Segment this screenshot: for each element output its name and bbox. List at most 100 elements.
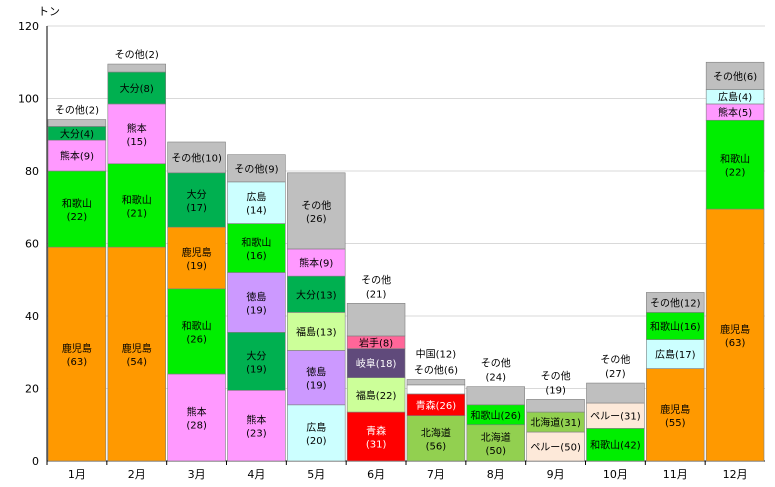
segment-label: 和歌山 [182, 319, 212, 332]
segment-label: (63) [725, 338, 746, 349]
bar-segment [167, 373, 226, 462]
x-category-label: 11月 [663, 468, 688, 481]
segment-label: (17) [186, 203, 207, 214]
bar-segment [466, 424, 525, 462]
bar-segment [47, 246, 107, 462]
segment-label-outside: その他(6) [414, 363, 458, 376]
segment-label: 和歌山 [241, 236, 271, 249]
segment-label: 鹿児島 [720, 323, 750, 336]
segment-label: (15) [126, 137, 147, 148]
bar-segment [346, 411, 406, 462]
segment-label: その他(12) [650, 296, 701, 309]
bar-segment [167, 141, 226, 174]
segment-label: (26) [186, 334, 207, 345]
bar-segment [107, 71, 166, 105]
bar-segment [406, 379, 466, 386]
segment-label: 青森 [366, 425, 386, 438]
bar-segment [586, 428, 645, 462]
segment-label-outside: その他 [600, 353, 630, 366]
bar-segment [287, 275, 346, 313]
bar-segment [167, 288, 226, 375]
segment-label: ペルー(31) [590, 412, 641, 423]
segment-label: 熊本(5) [718, 106, 752, 119]
y-tick-label: 100 [18, 93, 39, 106]
segment-label: (22) [67, 212, 88, 223]
y-tick-label: 40 [25, 310, 39, 323]
bar-segment [466, 386, 525, 406]
segment-label: (22) [725, 168, 746, 179]
bar-segment [107, 246, 166, 462]
segment-label-outside: 中国(12) [416, 347, 457, 360]
bar-segment [287, 312, 346, 351]
segment-label: 熊本 [127, 122, 147, 135]
segment-label: 北海道 [481, 431, 511, 444]
bar-segment [227, 181, 286, 224]
segment-label: 和歌山(26) [470, 409, 521, 422]
segment-label: 熊本(9) [60, 150, 94, 163]
x-category-label: 1月 [68, 468, 86, 481]
bar-segment [47, 170, 107, 248]
segment-label: 和歌山 [720, 153, 750, 166]
x-category-label: 12月 [723, 468, 748, 481]
segment-label: 岐阜(18) [356, 357, 397, 370]
segment-label-outside: その他 [541, 369, 571, 382]
segment-label: (21) [126, 208, 147, 219]
bar-segment [646, 368, 705, 462]
bar-segment [646, 292, 705, 313]
bar-segment [287, 350, 346, 406]
segment-label: (19) [246, 305, 267, 316]
segment-label: 大分 [246, 349, 266, 362]
segment-label: 大分 [187, 188, 207, 201]
y-tick-label: 60 [25, 238, 39, 251]
segment-label: 鹿児島 [660, 403, 690, 416]
segment-label: 広島(4) [718, 91, 752, 104]
x-category-label: 6月 [367, 468, 385, 481]
bar-segment [107, 103, 166, 165]
bar-segment [227, 272, 286, 333]
segment-label: 和歌山(42) [590, 439, 641, 452]
y-tick-label: 120 [18, 20, 39, 33]
segment-label: (19) [246, 364, 267, 375]
y-tick-label: 0 [32, 455, 39, 468]
segment-label: 熊本 [246, 414, 266, 427]
segment-label: 鹿児島 [62, 342, 92, 355]
segment-label: (28) [186, 421, 207, 432]
bar-segment [47, 119, 107, 127]
segment-label: (19) [186, 261, 207, 272]
bar-segment [167, 226, 226, 290]
bar-segment [646, 339, 705, 369]
segment-label: ペルー(50) [530, 443, 581, 454]
bar-segment [586, 382, 645, 404]
segment-label: 徳島 [306, 366, 326, 379]
segment-label: (54) [126, 357, 147, 368]
segment-label: (63) [67, 357, 88, 368]
x-category-label: 9月 [547, 468, 565, 481]
segment-label-outside: (19) [545, 385, 566, 396]
segment-label: (19) [306, 381, 327, 392]
segment-label: 青森(26) [416, 399, 457, 412]
bar-segment [287, 404, 346, 462]
segment-label: その他(6) [713, 70, 757, 83]
segment-label: (31) [366, 440, 387, 451]
segment-label: 広島 [246, 191, 266, 204]
bar-segment [646, 312, 705, 340]
bar-segment [586, 402, 645, 429]
x-category-label: 8月 [487, 468, 505, 481]
bar-segment [107, 163, 166, 248]
segment-label: 福島(22) [356, 389, 397, 402]
segment-label-outside: (24) [485, 373, 506, 384]
bar-segment [227, 332, 286, 391]
bar-segment [227, 390, 286, 462]
segment-label: その他(9) [234, 162, 278, 175]
segment-label: 和歌山 [122, 193, 152, 206]
bar-segment [167, 172, 226, 228]
bar-segment [526, 399, 585, 413]
segment-label-outside: その他 [361, 273, 391, 286]
segment-label: 北海道(31) [530, 416, 581, 429]
segment-label: (16) [246, 251, 267, 262]
x-category-label: 3月 [188, 468, 206, 481]
segment-label-outside: その他(2) [115, 48, 159, 61]
segment-label: その他(10) [171, 151, 222, 164]
x-category-label: 10月 [603, 468, 628, 481]
